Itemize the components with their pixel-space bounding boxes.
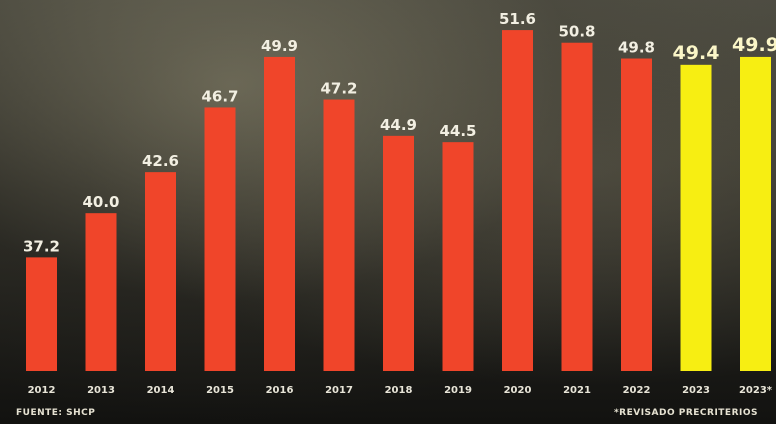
- x-tick-2015: 2015: [206, 385, 234, 396]
- x-tick-2018: 2018: [385, 385, 413, 396]
- bar-2017: [323, 99, 355, 372]
- data-label-2013: 40.0: [82, 193, 119, 211]
- bar-2022: [621, 58, 652, 372]
- data-label-2023*: 49.9: [732, 34, 776, 56]
- data-label-2021: 50.8: [558, 23, 595, 41]
- x-tick-2019: 2019: [444, 385, 472, 396]
- data-label-2015: 46.7: [201, 87, 238, 105]
- data-label-2018: 44.9: [380, 116, 417, 134]
- x-tick-2016: 2016: [266, 385, 294, 396]
- data-label-2016: 49.9: [261, 37, 298, 55]
- bar-2023*: [740, 56, 771, 371]
- data-label-2023: 49.4: [673, 42, 720, 64]
- x-tick-2020: 2020: [504, 385, 532, 396]
- bar-2015: [204, 107, 236, 372]
- x-tick-2013: 2013: [87, 385, 115, 396]
- data-label-2022: 49.8: [618, 39, 655, 57]
- x-tick-2014: 2014: [147, 385, 175, 396]
- bar-2019: [442, 142, 474, 371]
- bar-2012: [26, 257, 57, 371]
- source-label: FUENTE: SHCP: [16, 408, 96, 418]
- data-label-2019: 44.5: [439, 122, 476, 140]
- bar-2020: [502, 30, 533, 372]
- x-tick-2021: 2021: [563, 385, 591, 396]
- bar-2021: [561, 42, 593, 371]
- x-tick-2012: 2012: [28, 385, 56, 396]
- bar-2014: [145, 172, 176, 371]
- bar-2023: [680, 64, 712, 372]
- data-label-2017: 47.2: [320, 80, 357, 98]
- bar-2018: [383, 135, 414, 371]
- bar-2016: [264, 56, 295, 371]
- data-label-2012: 37.2: [23, 237, 60, 255]
- footnote-label: *REVISADO PRECRITERIOS: [613, 408, 758, 418]
- data-label-2014: 42.6: [142, 152, 179, 170]
- x-tick-2023*: 2023*: [739, 385, 773, 396]
- x-tick-2017: 2017: [325, 385, 353, 396]
- x-tick-2023: 2023: [682, 385, 710, 396]
- data-label-2020: 51.6: [499, 10, 536, 28]
- x-tick-2022: 2022: [623, 385, 651, 396]
- bar-2013: [85, 213, 117, 371]
